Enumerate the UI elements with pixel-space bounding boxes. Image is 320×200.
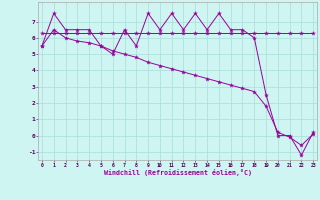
X-axis label: Windchill (Refroidissement éolien,°C): Windchill (Refroidissement éolien,°C) — [104, 169, 252, 176]
